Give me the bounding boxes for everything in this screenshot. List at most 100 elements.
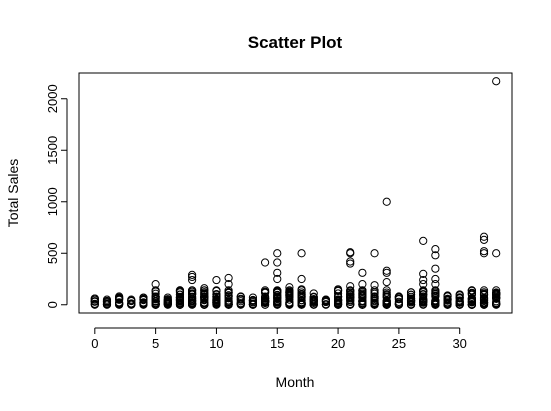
data-point-outlier [431,264,440,273]
data-point [455,296,464,305]
x-tick-label: 15 [270,336,284,351]
data-point [273,300,282,309]
data-point-outlier [297,249,306,258]
data-point [127,300,136,309]
data-point [479,286,489,295]
data-point [224,300,233,309]
data-point [260,294,270,303]
data-point [90,297,99,306]
data-point [370,300,379,309]
data-point [309,289,318,298]
data-point [260,286,270,295]
data-point [175,300,185,309]
data-point [163,293,172,302]
data-point-outlier [431,274,440,284]
data-point-outlier [273,268,282,277]
data-point [285,286,294,295]
data-point [431,300,440,309]
data-point [419,290,428,299]
data-point [200,286,209,295]
data-point [358,286,367,295]
data-point [358,300,367,309]
data-point [321,295,331,304]
data-point [382,300,391,309]
data-point [260,300,270,309]
x-tick-label: 25 [392,336,406,351]
data-point-outlier [467,286,476,295]
data-point [297,300,306,309]
data-point-outlier [297,285,306,294]
data-point-outlier [273,258,282,267]
y-tick-label: 1000 [45,187,60,216]
data-point [333,300,343,309]
data-point [479,300,489,309]
data-point-outlier [273,249,282,258]
data-point [419,296,428,305]
data-point [333,289,343,298]
data-point [431,296,440,305]
data-point-outlier [382,278,391,287]
data-point-outlier [431,245,440,254]
data-point-outlier [370,281,379,290]
data-point [455,298,464,307]
y-tick-label: 0 [45,301,60,308]
data-point [285,291,294,300]
data-point-outlier [346,249,355,258]
data-point [297,288,306,297]
data-point [370,297,379,306]
data-point [309,300,318,309]
data-point-outlier [175,286,185,295]
data-point [200,300,209,309]
data-point [492,291,501,300]
chart-title: Scatter Plot [248,33,343,52]
data-point [163,296,172,305]
data-point-outlier [188,272,197,282]
data-point-outlier [224,273,233,283]
data-point [419,286,428,295]
data-point [358,289,367,298]
data-point-outlier [419,280,428,289]
data-point [188,300,197,309]
data-point [200,296,209,305]
data-point [346,296,355,305]
data-point [212,296,221,305]
data-point [175,290,185,299]
data-point [115,300,124,309]
data-point [467,294,476,303]
data-point [260,288,270,298]
data-point [248,295,258,305]
data-point [382,288,391,297]
data-point [419,298,428,307]
data-point [479,294,489,304]
data-point-outlier [492,249,501,258]
data-point-outlier [285,283,294,292]
data-point [188,296,197,306]
data-point [419,300,428,309]
data-point-outlier [212,275,221,285]
data-point-outlier [419,269,428,278]
data-point-outlier [406,288,416,297]
data-point [492,286,501,295]
data-point-outlier [431,280,440,289]
data-point [479,290,489,299]
data-point [419,292,428,301]
data-point-outlier [370,249,379,258]
data-point [394,300,403,309]
data-point-outlier [358,268,367,277]
data-point-outlier [479,235,489,244]
data-point [273,290,282,300]
data-point [248,293,258,302]
data-point-outlier [479,249,489,258]
data-point [151,300,160,309]
data-point-outlier [382,197,391,206]
data-point [406,300,416,309]
data-point [394,295,403,304]
plot-frame [78,72,513,314]
data-point-outlier [224,280,233,289]
data-point [309,297,318,306]
data-point [273,294,282,304]
data-point [455,300,464,309]
data-point [151,286,160,295]
data-point [370,292,379,302]
